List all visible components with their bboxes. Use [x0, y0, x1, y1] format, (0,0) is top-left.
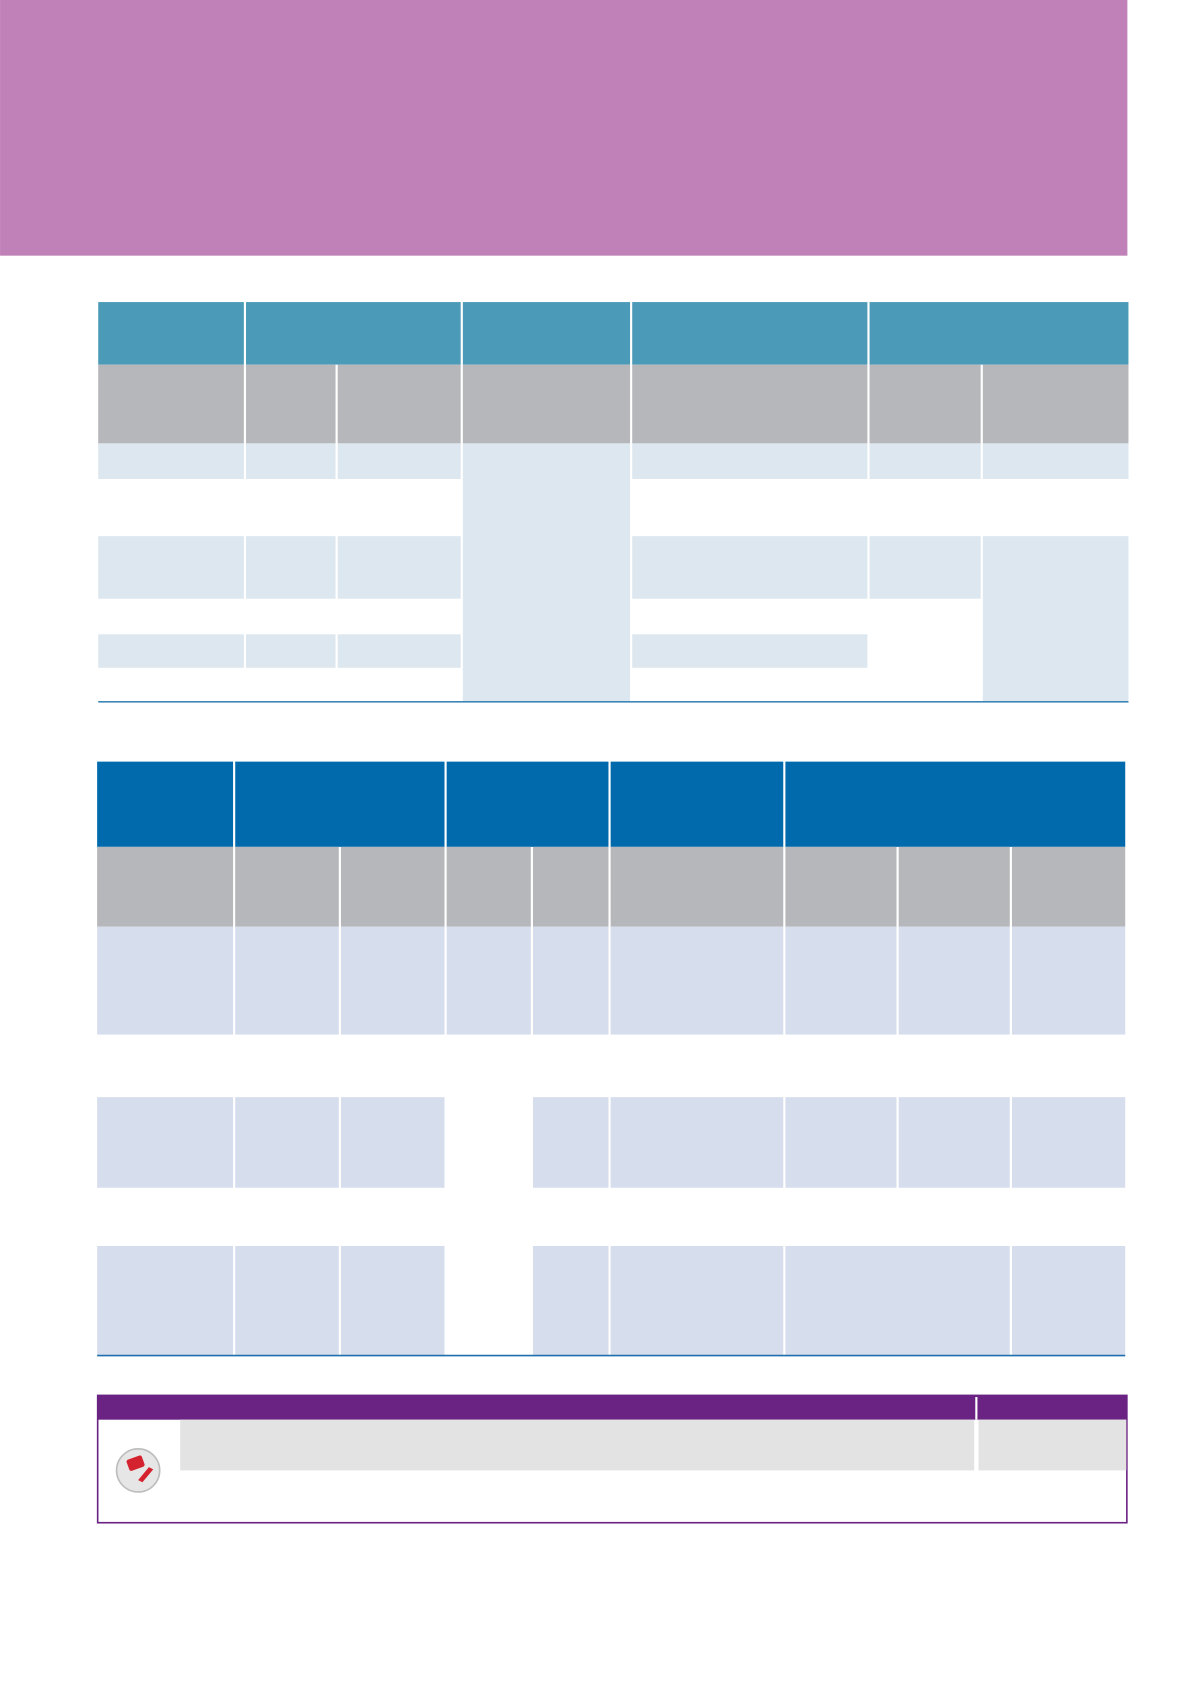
body-cell [532, 1246, 609, 1355]
body-cell [235, 1246, 339, 1355]
header-cell [446, 761, 609, 847]
body-cell [785, 926, 897, 1035]
body-cell [869, 443, 981, 479]
body-cell [246, 443, 336, 479]
note-icon-book [126, 1455, 145, 1471]
merged-cell [982, 536, 1129, 702]
body-cell [632, 536, 868, 599]
body-cell [898, 1097, 1010, 1188]
body-cell [98, 443, 244, 479]
body-cell [532, 926, 609, 1035]
table-1 [98, 302, 1129, 702]
header-cell [462, 302, 631, 365]
body-cell [1011, 1246, 1126, 1355]
header-cell [246, 302, 461, 365]
body-cell [610, 1246, 784, 1355]
subheader-cell [340, 846, 445, 927]
header-cell [235, 761, 445, 847]
body-cell [610, 926, 784, 1035]
body-cell [337, 443, 461, 479]
subheader-cell [235, 846, 339, 927]
body-cell [632, 443, 868, 479]
body-cell [235, 1097, 339, 1188]
body-cell [246, 634, 336, 668]
body-cell [982, 443, 1129, 479]
merged-cell [785, 1246, 1010, 1355]
note-header [97, 1394, 1128, 1420]
body-cell [632, 634, 868, 668]
note-box [96, 1394, 1128, 1524]
subheader-cell [446, 846, 531, 927]
subheader-cell [610, 846, 784, 927]
body-cell [340, 1097, 445, 1188]
body-cell [446, 926, 531, 1035]
body-cell [610, 1097, 784, 1188]
header-cell [97, 761, 234, 847]
body-cell [235, 926, 339, 1035]
body-cell [869, 536, 981, 599]
subheader-cell [246, 364, 336, 444]
table-2 [97, 761, 1126, 1355]
body-cell [1011, 926, 1126, 1035]
subheader-cell [462, 364, 631, 444]
body-cell [337, 634, 461, 668]
subheader-cell [632, 364, 868, 444]
body-cell [1011, 1097, 1126, 1188]
note-cell [180, 1419, 975, 1471]
body-cell [340, 926, 445, 1035]
subheader-cell [1011, 846, 1126, 927]
body-cell [98, 536, 244, 599]
note-cell [978, 1419, 1127, 1471]
body-cell [97, 926, 234, 1035]
header-cell [98, 302, 244, 365]
body-cell [246, 536, 336, 599]
merged-cell [462, 443, 631, 702]
subheader-cell [785, 846, 897, 927]
body-cell [97, 1246, 234, 1355]
subheader-cell [898, 846, 1010, 927]
body-cell [98, 634, 244, 668]
subheader-cell [337, 364, 461, 444]
body-cell [785, 1097, 897, 1188]
header-band [0, 0, 1128, 256]
header-cell [869, 302, 1129, 365]
header-cell [632, 302, 868, 365]
body-cell [340, 1246, 445, 1355]
subheader-cell [97, 846, 234, 927]
header-cell [785, 761, 1126, 847]
header-cell [610, 761, 784, 847]
subheader-cell [982, 364, 1129, 444]
subheader-cell [532, 846, 609, 927]
body-cell [97, 1097, 234, 1188]
subheader-cell [98, 364, 244, 444]
body-cell [337, 536, 461, 599]
body-cell [898, 926, 1010, 1035]
note-icon-tool [138, 1467, 154, 1483]
subheader-cell [869, 364, 981, 444]
body-cell [532, 1097, 609, 1188]
note-icon [115, 1448, 161, 1493]
